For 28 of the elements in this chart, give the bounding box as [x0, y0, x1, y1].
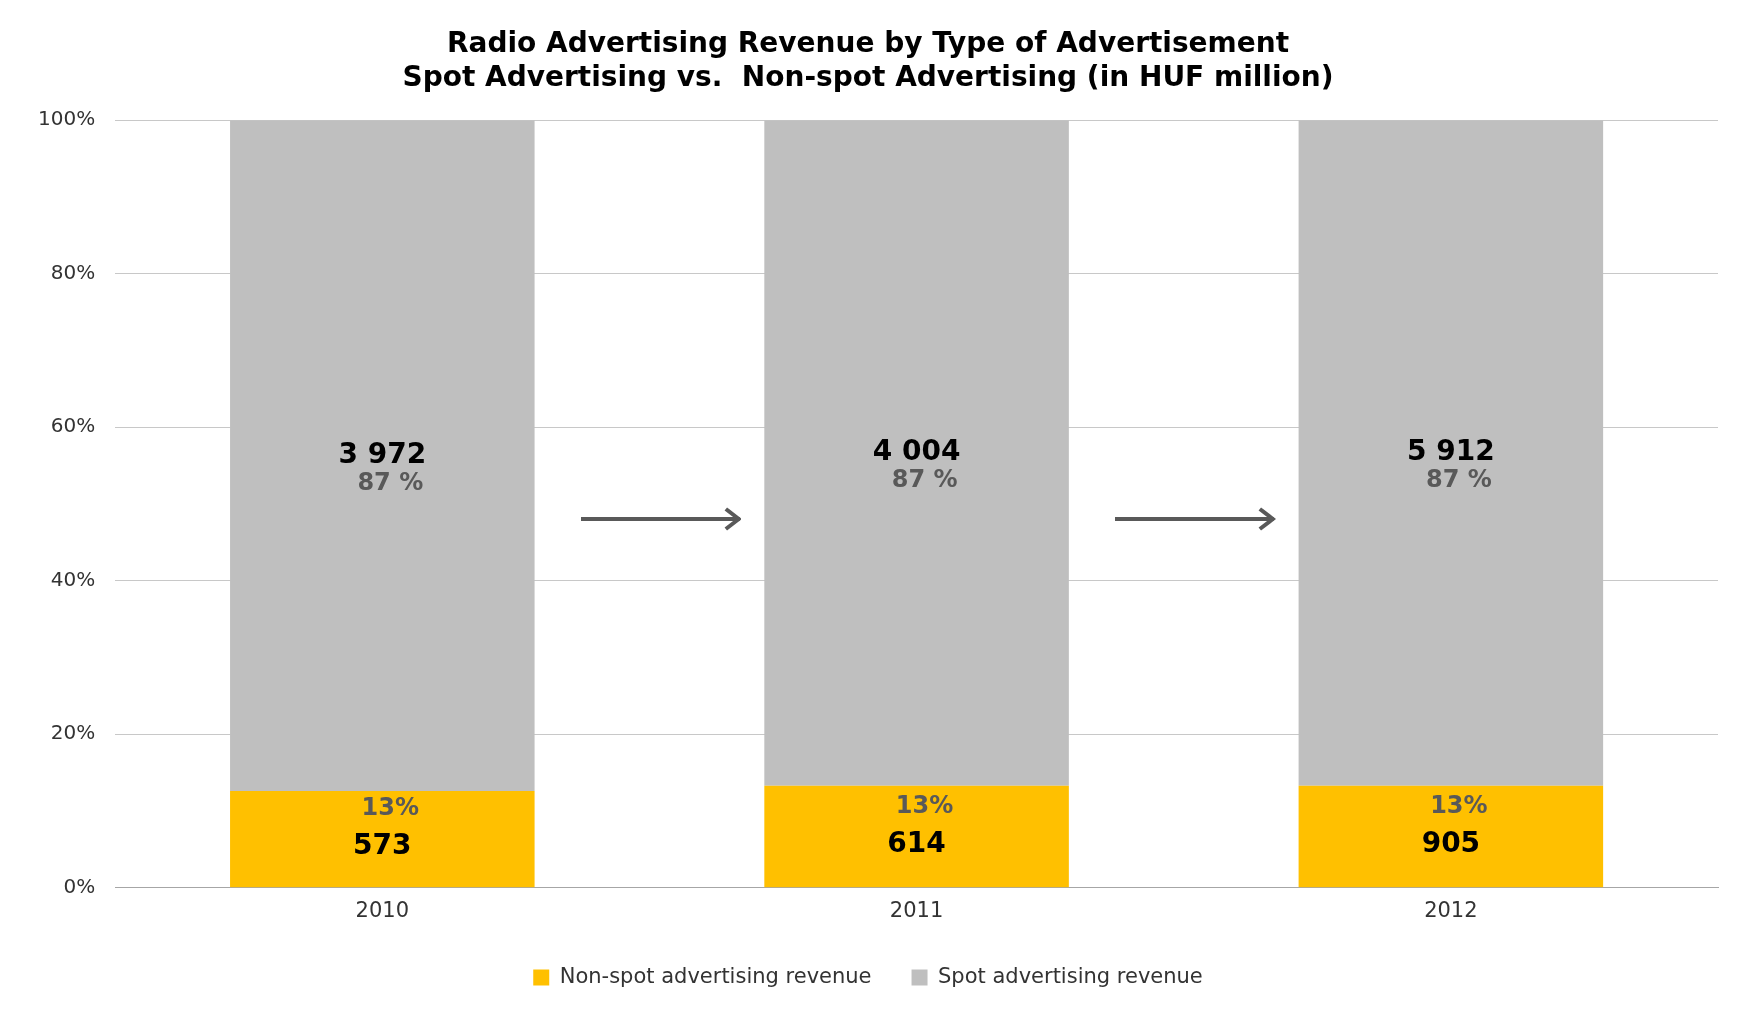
y-tick-label: 80% [50, 259, 96, 284]
y-tick-label: 20% [50, 720, 96, 745]
annotation: 573 [353, 828, 412, 862]
annotation: 5 912 [1407, 434, 1495, 468]
x-tick-label: 2010 [355, 897, 410, 922]
bar [230, 791, 535, 888]
annotation: 4 004 [872, 434, 961, 468]
data-label: 13% [1430, 790, 1488, 819]
text: Radio Advertising Revenue by Type of Advertisement [446, 26, 1290, 60]
y-tick-label: 60% [50, 413, 96, 438]
data-label: 87 % [357, 467, 424, 496]
bar [764, 785, 1069, 888]
legend-label: Non-spot advertising revenue [559, 963, 872, 988]
y-tick-label: 0% [63, 874, 96, 898]
data-label: 13% [895, 790, 954, 819]
annotation: 905 [1421, 825, 1481, 859]
x-tick-label: 2011 [889, 897, 944, 922]
y-tick-label: 100% [37, 106, 96, 131]
data-label: 87 % [1425, 465, 1492, 494]
annotation: 3 972 [338, 436, 427, 470]
data-label: 87 % [891, 465, 958, 494]
bar [1298, 785, 1604, 888]
data-label: 13% [361, 793, 420, 822]
annotation: 614 [887, 825, 946, 859]
legend-label: Spot advertising revenue [938, 963, 1203, 988]
y-tick-label: 40% [50, 566, 96, 591]
x-tick-label: 2012 [1424, 897, 1478, 922]
text: Spot Advertising vs. Non-spot Advertising (in HUF million) [402, 59, 1334, 93]
